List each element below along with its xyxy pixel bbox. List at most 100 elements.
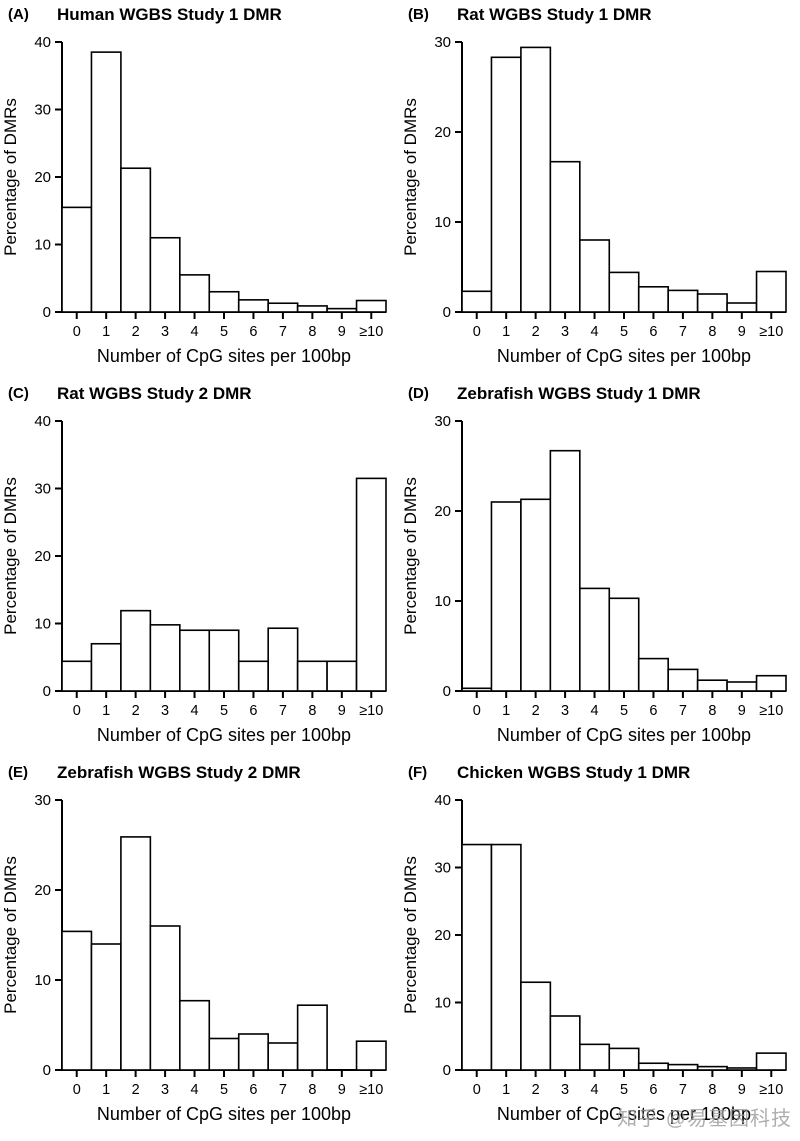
- y-axis-label: Percentage of DMRs: [401, 856, 420, 1014]
- panel-e-histogram: Percentage of DMRs 0 10 20 30 0 1 2 3 4 5 6 7 8 9 ≥10 Nu…: [0, 790, 400, 1136]
- bar: [579, 239, 611, 313]
- panel-b-header: (B) Rat WGBS Study 1 DMR: [400, 0, 800, 32]
- x-tick-label: 0: [473, 703, 481, 719]
- bar: [208, 1037, 240, 1071]
- x-tick-label: 7: [679, 324, 687, 340]
- y-tick-label: 0: [443, 304, 451, 321]
- bar: [637, 657, 669, 692]
- bar: [326, 307, 358, 313]
- panel-b-title: Rat WGBS Study 1 DMR: [457, 5, 652, 24]
- panel-a-histogram: Percentage of DMRs 0 10 20 30 40 0 1 2 3 4 5 6 7 8 9 ≥10…: [0, 32, 400, 378]
- y-tick-label: 10: [434, 593, 451, 610]
- bar: [520, 498, 552, 692]
- x-tick-label: 1: [502, 703, 510, 719]
- x-tick-label: 3: [561, 324, 569, 340]
- bar: [149, 925, 181, 1071]
- y-tick-label: 20: [34, 882, 51, 899]
- bar: [267, 627, 299, 692]
- x-tick-label: 5: [220, 1082, 228, 1098]
- y-axis-label: Percentage of DMRs: [1, 477, 20, 635]
- bar: [726, 1067, 758, 1071]
- bar: [726, 302, 758, 313]
- y-tick-label: 20: [434, 503, 451, 520]
- x-tick-label: 5: [220, 703, 228, 719]
- x-tick-label: 5: [620, 324, 628, 340]
- x-tick-label: 6: [249, 703, 257, 719]
- y-tick-label: 30: [34, 792, 51, 809]
- panel-d: (D) Zebrafish WGBS Study 1 DMR Percentag…: [400, 379, 800, 758]
- x-tick-label: 2: [132, 324, 140, 340]
- panel-c-header: (C) Rat WGBS Study 2 DMR: [0, 379, 400, 411]
- x-tick-label: 2: [132, 703, 140, 719]
- x-tick-label: 0: [73, 324, 81, 340]
- bar: [267, 302, 299, 313]
- x-tick-label: 9: [738, 324, 746, 340]
- bar: [296, 660, 328, 692]
- y-axis-label: Percentage of DMRs: [1, 98, 20, 256]
- x-tick-label: 2: [532, 324, 540, 340]
- x-tick-label: 0: [473, 324, 481, 340]
- chart-svg: Percentage of DMRs 0 10 20 30 40 0 1 2 3 4 5 6 7 8 9 ≥10…: [401, 792, 787, 1124]
- panel-d-title: Zebrafish WGBS Study 1 DMR: [457, 384, 701, 403]
- y-tick-label: 40: [434, 792, 451, 809]
- x-tick-label: 4: [591, 324, 599, 340]
- chart-svg: Percentage of DMRs 0 10 20 30 0 1 2 3 4 5 6 7 8 9 ≥10 Nu…: [401, 413, 787, 745]
- bar: [355, 299, 387, 313]
- panel-e-title: Zebrafish WGBS Study 2 DMR: [57, 763, 301, 782]
- x-tick-label: 5: [620, 703, 628, 719]
- x-tick-label: 3: [561, 703, 569, 719]
- panel-a-label: (A): [8, 6, 29, 23]
- bar: [608, 597, 640, 692]
- bar: [608, 1047, 640, 1071]
- x-tick-label: 4: [591, 703, 599, 719]
- panel-b-histogram: Percentage of DMRs 0 10 20 30 0 1 2 3 4 5 6 7 8 9 ≥10 Nu…: [400, 32, 800, 378]
- panel-f-header: (F) Chicken WGBS Study 1 DMR: [400, 758, 800, 790]
- x-tick-label: 9: [338, 324, 346, 340]
- panel-d-header: (D) Zebrafish WGBS Study 1 DMR: [400, 379, 800, 411]
- x-tick-label: 1: [502, 324, 510, 340]
- bar: [520, 981, 552, 1071]
- panel-b: (B) Rat WGBS Study 1 DMR Percentage of D…: [400, 0, 800, 379]
- x-tick-label: 5: [620, 1082, 628, 1098]
- panel-c: (C) Rat WGBS Study 2 DMR Percentage of D…: [0, 379, 400, 758]
- x-tick-label: ≥10: [359, 703, 383, 719]
- y-axis-label: Percentage of DMRs: [401, 477, 420, 635]
- panel-e-header: (E) Zebrafish WGBS Study 2 DMR: [0, 758, 400, 790]
- bar: [326, 660, 358, 692]
- x-axis-label: Number of CpG sites per 100bp: [497, 1104, 751, 1124]
- panel-e-label: (E): [8, 764, 28, 781]
- panel-a-title: Human WGBS Study 1 DMR: [57, 5, 282, 24]
- bar: [90, 51, 122, 313]
- panel-b-label: (B): [408, 6, 429, 23]
- y-tick-label: 40: [34, 413, 51, 430]
- x-tick-label: 0: [73, 703, 81, 719]
- bar: [208, 629, 240, 692]
- bar: [755, 1052, 787, 1071]
- bar: [90, 943, 122, 1071]
- bar: [637, 1062, 669, 1071]
- y-axis-label: Percentage of DMRs: [401, 98, 420, 256]
- x-tick-label: 6: [649, 324, 657, 340]
- panel-c-label: (C): [8, 385, 29, 402]
- bar: [549, 160, 581, 313]
- x-tick-label: 1: [102, 324, 110, 340]
- y-tick-label: 0: [43, 304, 51, 321]
- x-tick-label: 0: [473, 1082, 481, 1098]
- x-tick-label: 3: [161, 1082, 169, 1098]
- x-tick-label: ≥10: [759, 703, 783, 719]
- x-tick-label: 7: [279, 1082, 287, 1098]
- bar: [267, 1042, 299, 1071]
- bar: [61, 206, 93, 313]
- bar: [696, 1065, 728, 1071]
- bar: [90, 642, 122, 692]
- bar: [461, 687, 493, 692]
- bar: [296, 305, 328, 313]
- bar: [608, 271, 640, 313]
- x-tick-label: 7: [279, 324, 287, 340]
- bar: [490, 56, 522, 313]
- y-tick-label: 30: [434, 860, 451, 877]
- bar: [208, 290, 240, 313]
- y-axis-label: Percentage of DMRs: [1, 856, 20, 1014]
- y-tick-label: 10: [34, 616, 51, 633]
